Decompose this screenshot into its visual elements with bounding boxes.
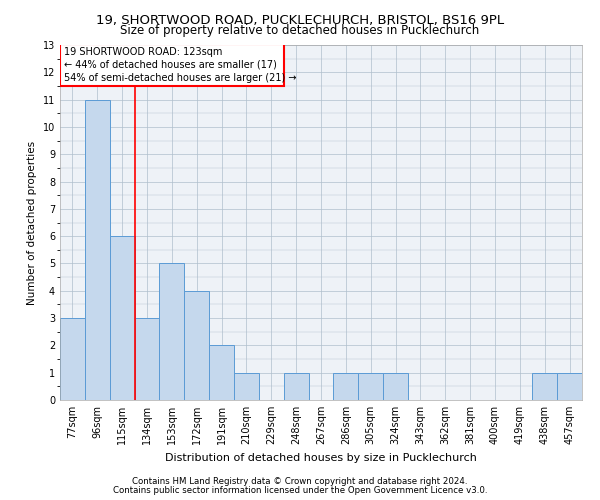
Text: Size of property relative to detached houses in Pucklechurch: Size of property relative to detached ho… (121, 24, 479, 37)
Text: Contains public sector information licensed under the Open Government Licence v3: Contains public sector information licen… (113, 486, 487, 495)
Text: 19, SHORTWOOD ROAD, PUCKLECHURCH, BRISTOL, BS16 9PL: 19, SHORTWOOD ROAD, PUCKLECHURCH, BRISTO… (96, 14, 504, 27)
Bar (557, 372, 582, 400)
Bar (284, 372, 308, 400)
Bar (358, 372, 383, 400)
Bar (60, 318, 85, 400)
Bar (532, 372, 557, 400)
Bar (334, 372, 358, 400)
Bar (160, 264, 184, 400)
Bar (209, 346, 234, 400)
Bar (110, 236, 134, 400)
Text: 19 SHORTWOOD ROAD: 123sqm: 19 SHORTWOOD ROAD: 123sqm (64, 47, 222, 57)
Text: ← 44% of detached houses are smaller (17): ← 44% of detached houses are smaller (17… (64, 60, 277, 70)
Bar (234, 372, 259, 400)
Bar (85, 100, 110, 400)
X-axis label: Distribution of detached houses by size in Pucklechurch: Distribution of detached houses by size … (165, 452, 477, 462)
Bar (383, 372, 408, 400)
Text: 54% of semi-detached houses are larger (21) →: 54% of semi-detached houses are larger (… (64, 74, 296, 84)
Text: Contains HM Land Registry data © Crown copyright and database right 2024.: Contains HM Land Registry data © Crown c… (132, 477, 468, 486)
Bar (134, 318, 160, 400)
Bar (60, 44, 284, 86)
Bar (184, 291, 209, 400)
Y-axis label: Number of detached properties: Number of detached properties (27, 140, 37, 304)
